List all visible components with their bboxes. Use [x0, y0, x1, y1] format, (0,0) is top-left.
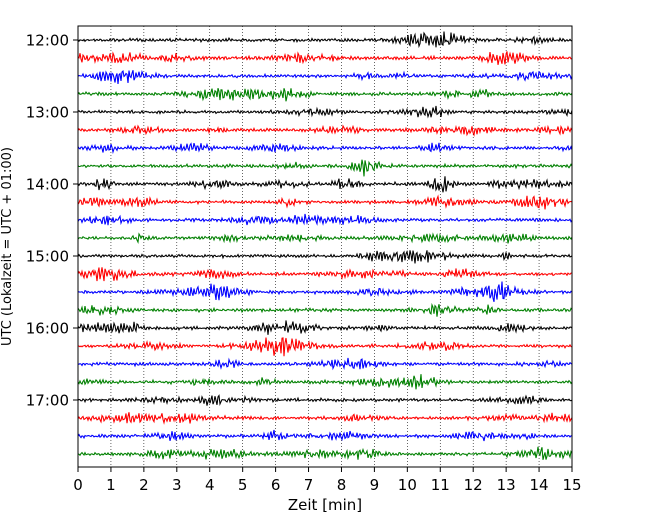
- x-tick-label: 2: [139, 476, 149, 494]
- x-tick-label: 15: [562, 476, 581, 494]
- seismic-trace: [77, 176, 573, 193]
- seismic-trace: [77, 446, 573, 460]
- y-tick-label: 16:00: [26, 320, 69, 338]
- x-tick-label: 10: [398, 476, 417, 494]
- seismic-trace: [77, 124, 573, 137]
- seismic-trace: [77, 31, 573, 49]
- seismic-trace: [77, 394, 573, 406]
- x-axis-label: Zeit [min]: [288, 496, 362, 514]
- axis-ticks: 0 1 2 3 4 5 6 7 8 9 10 11 12 13 14 1512:0013:0014:0015:…: [26, 32, 582, 495]
- seismic-trace: [77, 374, 573, 390]
- x-tick-label: 9: [370, 476, 380, 494]
- seismic-trace: [77, 213, 573, 226]
- seismic-trace: [77, 105, 573, 119]
- seismic-trace: [77, 194, 573, 210]
- seismic-trace: [77, 159, 573, 177]
- x-tick-label: 5: [238, 476, 248, 494]
- x-tick-label: 7: [304, 476, 314, 494]
- x-tick-label: 6: [271, 476, 281, 494]
- x-tick-label: 0: [73, 476, 83, 494]
- x-tick-label: 3: [172, 476, 182, 494]
- seismic-trace: [77, 249, 573, 264]
- y-tick-label: 12:00: [26, 32, 69, 50]
- seismic-trace: [77, 429, 573, 442]
- x-tick-label: 11: [431, 476, 450, 494]
- seismic-trace: [77, 302, 573, 317]
- x-tick-label: 14: [530, 476, 549, 494]
- y-tick-label: 15:00: [26, 248, 69, 266]
- x-tick-label: 8: [337, 476, 347, 494]
- seismic-trace: [77, 320, 573, 335]
- seismic-trace: [77, 337, 573, 357]
- seismic-trace: [77, 281, 573, 302]
- seismic-trace: [77, 142, 573, 155]
- seismic-trace: [77, 232, 573, 245]
- seismic-trace: [77, 267, 573, 282]
- seismic-trace: [77, 88, 573, 102]
- x-tick-label: 12: [464, 476, 483, 494]
- y-tick-label: 13:00: [26, 104, 69, 122]
- seismic-trace: [77, 51, 573, 65]
- plot-frame: [77, 25, 573, 468]
- y-tick-label: 14:00: [26, 176, 69, 194]
- x-tick-label: 4: [205, 476, 215, 494]
- trace-series: [77, 31, 573, 460]
- y-axis-label: UTC (Lokalzeit = UTC + 01:00): [0, 147, 15, 346]
- seismic-trace: [77, 412, 573, 425]
- x-tick-label: 1: [106, 476, 116, 494]
- seismic-trace: [77, 69, 573, 85]
- x-tick-label: 13: [497, 476, 516, 494]
- y-tick-label: 17:00: [26, 392, 69, 410]
- seismic-trace: [77, 357, 573, 371]
